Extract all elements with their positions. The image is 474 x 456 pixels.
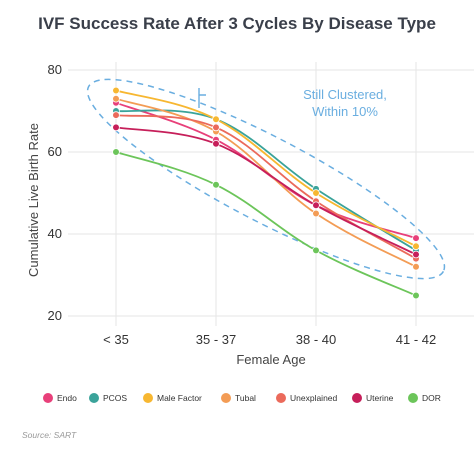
legend-label: Uterine bbox=[366, 393, 394, 403]
legend-label: PCOS bbox=[103, 393, 127, 403]
series-line bbox=[115, 151, 417, 297]
series-male-factor bbox=[112, 86, 420, 251]
data-point bbox=[412, 291, 420, 300]
data-point bbox=[212, 140, 220, 148]
y-axis: 20 40 60 80 bbox=[48, 62, 62, 323]
data-point bbox=[312, 201, 320, 210]
data-point bbox=[312, 209, 320, 218]
annotation-line-2: Within 10% bbox=[312, 104, 378, 119]
data-point bbox=[112, 111, 120, 119]
data-point bbox=[112, 123, 120, 132]
series-uterine bbox=[112, 123, 420, 259]
series-line bbox=[115, 97, 417, 268]
legend-label: Endo bbox=[57, 393, 77, 403]
data-point bbox=[212, 123, 220, 132]
legend: Endo PCOS Male Factor Tubal Unexplained Uteri… bbox=[43, 393, 441, 403]
series-line bbox=[115, 114, 417, 260]
data-point bbox=[312, 189, 320, 197]
data-point bbox=[112, 94, 120, 103]
legend-swatch bbox=[408, 393, 418, 403]
legend-label: DOR bbox=[422, 393, 441, 403]
legend-swatch bbox=[143, 393, 153, 403]
series-line bbox=[115, 126, 417, 256]
data-point bbox=[112, 86, 120, 95]
y-tick-label: 20 bbox=[48, 308, 62, 323]
legend-label: Unexplained bbox=[290, 393, 338, 403]
data-point bbox=[412, 250, 420, 259]
legend-swatch bbox=[89, 393, 99, 403]
series-group bbox=[112, 86, 420, 300]
source-note: Source: SART bbox=[22, 430, 77, 440]
y-tick-label: 80 bbox=[48, 62, 62, 77]
x-tick-label: 35 - 37 bbox=[196, 332, 236, 347]
data-point bbox=[412, 262, 420, 271]
legend-swatch bbox=[276, 393, 286, 403]
series-dor bbox=[112, 148, 420, 300]
legend-swatch bbox=[43, 393, 53, 403]
x-tick-label: < 35 bbox=[103, 332, 129, 347]
x-tick-label: 41 - 42 bbox=[396, 332, 436, 347]
data-point bbox=[312, 246, 320, 255]
y-tick-label: 60 bbox=[48, 144, 62, 159]
data-point bbox=[212, 181, 220, 189]
annotation-bracket bbox=[198, 88, 206, 108]
grid bbox=[68, 62, 474, 326]
series-tubal bbox=[112, 94, 420, 271]
legend-label: Tubal bbox=[235, 393, 256, 403]
series-pcos bbox=[112, 107, 420, 255]
y-axis-label: Cumulative Live Birth Rate bbox=[26, 123, 41, 277]
cluster-outline bbox=[86, 78, 446, 280]
legend-swatch bbox=[221, 393, 231, 403]
chart-title: IVF Success Rate After 3 Cycles By Disea… bbox=[38, 14, 436, 33]
series-line bbox=[115, 89, 417, 248]
legend-label: Male Factor bbox=[157, 393, 202, 403]
data-point bbox=[112, 148, 120, 156]
data-point bbox=[412, 234, 420, 242]
annotation-line-1: Still Clustered, bbox=[303, 87, 387, 102]
y-tick-label: 40 bbox=[48, 226, 62, 241]
data-point bbox=[212, 115, 220, 123]
x-axis: < 35 35 - 37 38 - 40 41 - 42 bbox=[103, 332, 436, 347]
data-point bbox=[412, 242, 420, 251]
x-tick-label: 38 - 40 bbox=[296, 332, 336, 347]
legend-swatch bbox=[352, 393, 362, 403]
x-axis-label: Female Age bbox=[236, 352, 305, 367]
annotation: Still Clustered, Within 10% bbox=[198, 87, 387, 119]
series-unexplained bbox=[112, 111, 420, 263]
